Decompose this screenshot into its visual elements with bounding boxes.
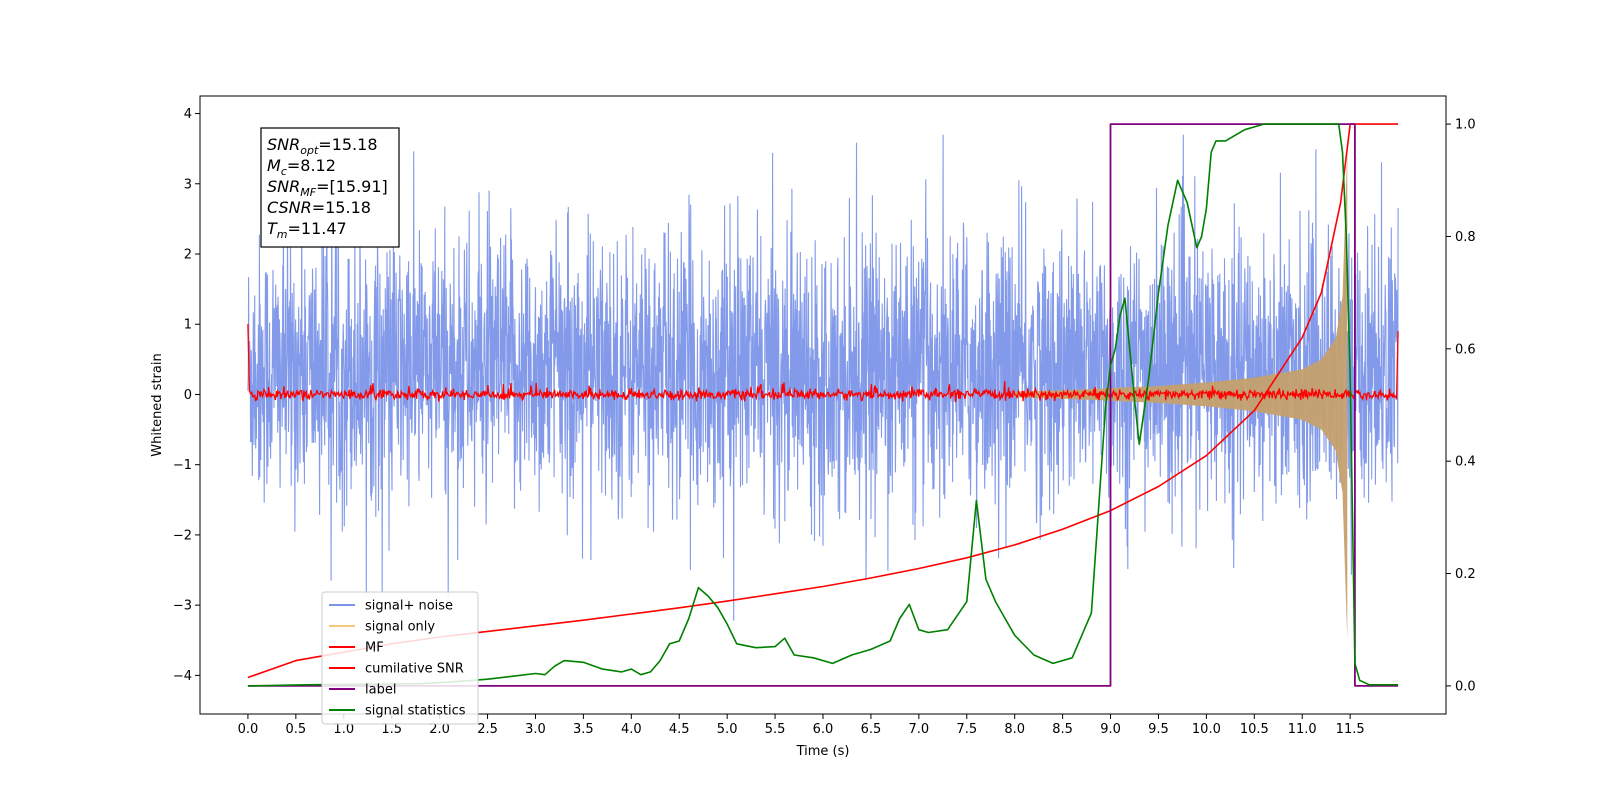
legend: signal+ noise signal only MF cumilative SNR… bbox=[321, 591, 479, 725]
y-tick-label: 1 bbox=[184, 318, 192, 333]
label-line bbox=[247, 123, 1399, 687]
legend-label: cumilative SNR bbox=[365, 662, 464, 677]
legend-label: MF bbox=[365, 641, 384, 656]
annotation-line: Mc=8.12 bbox=[267, 156, 336, 178]
x-tick-label: 1.0 bbox=[333, 722, 354, 737]
label-series bbox=[247, 123, 1399, 687]
annotation-variable: M bbox=[267, 156, 281, 175]
annotation-variable: SNR bbox=[267, 177, 300, 196]
y2-tick-label: 0.0 bbox=[1455, 679, 1476, 694]
x-axis-label: Time (s) bbox=[796, 744, 850, 759]
y-tick-label: 2 bbox=[184, 248, 192, 263]
y-tick-label: −3 bbox=[173, 599, 192, 614]
annotation-variable: T bbox=[267, 219, 278, 238]
y2-tick-label: 0.4 bbox=[1455, 455, 1476, 470]
annotation-subscript: m bbox=[277, 228, 288, 241]
signal-noise-series bbox=[247, 134, 1399, 621]
signal-statistics-series bbox=[247, 123, 1399, 687]
annotation-value: =11.47 bbox=[288, 219, 347, 238]
x-tick-label: 0.0 bbox=[238, 722, 259, 737]
legend-label: signal statistics bbox=[365, 704, 466, 719]
legend-label: label bbox=[365, 683, 396, 698]
annotation-value: =8.12 bbox=[287, 156, 336, 175]
x-tick-label: 3.5 bbox=[573, 722, 594, 737]
x-tick-label: 8.5 bbox=[1052, 722, 1073, 737]
annotation-value: =[15.91] bbox=[316, 177, 388, 196]
y-tick-label: 3 bbox=[184, 177, 192, 192]
x-tick-label: 7.5 bbox=[956, 722, 977, 737]
mf-series bbox=[247, 324, 1399, 403]
x-tick-label: 0.5 bbox=[286, 722, 307, 737]
x-tick-label: 8.0 bbox=[1004, 722, 1025, 737]
y2-tick-label: 0.2 bbox=[1455, 567, 1476, 582]
x-axis: 0.0 0.5 1.0 1.5 2.0 2.5 3.0 3.5 4.0 4.5 5.0 5.5 6.0 6… bbox=[238, 714, 1365, 737]
annotation-value: =15.18 bbox=[318, 135, 377, 154]
annotation-frame bbox=[260, 127, 400, 248]
x-tick-label: 10.0 bbox=[1192, 722, 1221, 737]
x-tick-label: 9.5 bbox=[1148, 722, 1169, 737]
x-tick-label: 5.0 bbox=[717, 722, 738, 737]
annotation-value: =15.18 bbox=[312, 198, 371, 217]
y2-tick-label: 1.0 bbox=[1455, 118, 1476, 133]
legend-label: signal only bbox=[365, 620, 435, 635]
x-tick-label: 2.0 bbox=[429, 722, 450, 737]
mf-line bbox=[247, 324, 1399, 403]
x-tick-label: 9.0 bbox=[1100, 722, 1121, 737]
y-tick-label: 4 bbox=[184, 107, 192, 122]
signal-noise-line bbox=[247, 134, 1399, 621]
x-tick-label: 7.0 bbox=[909, 722, 930, 737]
x-tick-label: 11.0 bbox=[1288, 722, 1317, 737]
annotation-variable: CSNR bbox=[267, 198, 312, 217]
snr-annotation-box: SNRopt=15.18Mc=8.12SNRMF=[15.91]CSNR=15.… bbox=[260, 127, 400, 248]
x-tick-label: 11.5 bbox=[1336, 722, 1365, 737]
x-tick-label: 5.5 bbox=[765, 722, 786, 737]
x-tick-label: 10.5 bbox=[1240, 722, 1269, 737]
y2-tick-label: 0.6 bbox=[1455, 342, 1476, 357]
y-axis-right: 1.0 0.8 0.6 0.4 0.2 0.0 bbox=[1446, 118, 1476, 694]
annotation-variable: SNR bbox=[267, 135, 300, 154]
y-tick-label: −1 bbox=[173, 458, 192, 473]
x-tick-label: 3.0 bbox=[525, 722, 546, 737]
x-tick-label: 2.5 bbox=[477, 722, 498, 737]
x-tick-label: 6.0 bbox=[813, 722, 834, 737]
legend-frame bbox=[321, 591, 479, 725]
y-axis-label: Whitened strain bbox=[150, 353, 165, 456]
x-tick-label: 4.5 bbox=[669, 722, 690, 737]
annotation-line: SNRopt=15.18 bbox=[267, 135, 378, 157]
x-tick-label: 4.0 bbox=[621, 722, 642, 737]
annotation-subscript: MF bbox=[300, 186, 316, 199]
y2-tick-label: 0.8 bbox=[1455, 230, 1476, 245]
annotation-subscript: c bbox=[281, 165, 287, 178]
annotation-line: Tm=11.47 bbox=[267, 219, 347, 241]
annotation-subscript: opt bbox=[300, 144, 319, 157]
y-tick-label: 0 bbox=[184, 388, 192, 403]
signal-statistics-line bbox=[247, 123, 1399, 687]
x-tick-label: 6.5 bbox=[861, 722, 882, 737]
annotation-line: SNRMF=[15.91] bbox=[267, 177, 388, 199]
y-axis-left: 4 3 2 1 0 −1 −2 −3 −4 bbox=[173, 107, 200, 684]
y-tick-label: −2 bbox=[173, 528, 192, 543]
x-tick-label: 1.5 bbox=[381, 722, 402, 737]
y-tick-label: −4 bbox=[173, 669, 192, 684]
legend-label: signal+ noise bbox=[365, 599, 453, 614]
annotation-line: CSNR=15.18 bbox=[267, 198, 371, 217]
